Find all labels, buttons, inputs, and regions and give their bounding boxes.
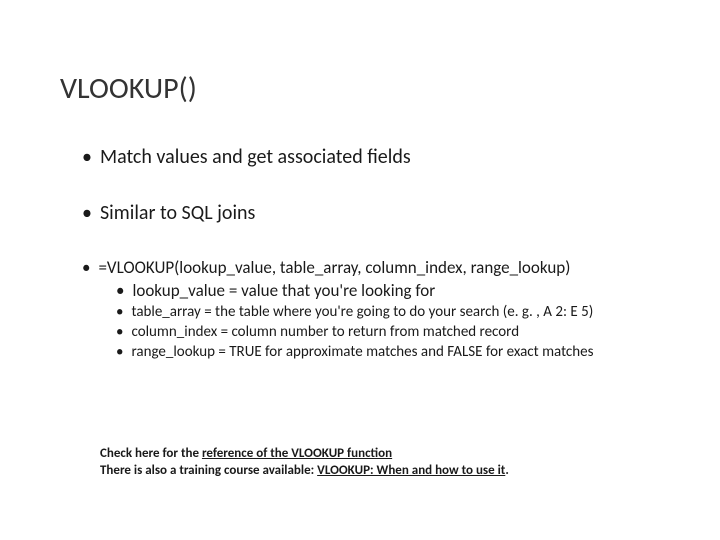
subbullet-column-index: • column_index = column number to return… (116, 323, 660, 341)
bullet-dot: • (116, 280, 124, 301)
bullet-dot: • (116, 323, 123, 341)
footer-link-training[interactable]: VLOOKUP: When and how to use it (317, 463, 505, 478)
subbullet-text: range_lookup = TRUE for approximate matc… (131, 343, 660, 361)
subbullet-lookup-value: • lookup_value = value that you're looki… (116, 280, 660, 301)
bullet-dot: • (116, 303, 123, 321)
subbullet-text: table_array = the table where you're goi… (131, 303, 660, 321)
bullet-sql-joins: • Similar to SQL joins (82, 201, 660, 225)
bullet-text: Match values and get associated fields (100, 145, 411, 169)
footer-line-2: There is also a training course availabl… (100, 462, 509, 480)
bullet-match-values: • Match values and get associated fields (82, 145, 660, 169)
footer-notes: Check here for the reference of the VLOO… (100, 445, 509, 480)
footer-text: There is also a training course availabl… (100, 463, 317, 478)
bullet-dot: • (116, 343, 123, 361)
footer-period: . (505, 463, 508, 478)
bullet-dot: • (82, 201, 92, 225)
bullet-text: =VLOOKUP(lookup_value, table_array, colu… (98, 257, 570, 278)
footer-link-reference[interactable]: reference of the VLOOKUP function (202, 446, 392, 461)
bullet-syntax: • =VLOOKUP(lookup_value, table_array, co… (82, 257, 660, 278)
bullet-dot: • (82, 145, 92, 169)
slide-container: VLOOKUP() • Match values and get associa… (0, 0, 720, 403)
footer-text: Check here for the (100, 446, 202, 461)
subbullet-range-lookup: • range_lookup = TRUE for approximate ma… (116, 343, 660, 361)
slide-title: VLOOKUP() (60, 70, 660, 107)
bullet-text: Similar to SQL joins (100, 201, 255, 225)
subbullet-text: column_index = column number to return f… (131, 323, 660, 341)
footer-line-1: Check here for the reference of the VLOO… (100, 445, 509, 463)
subbullet-text: lookup_value = value that you're looking… (132, 280, 660, 301)
bullet-dot: • (82, 257, 90, 278)
subbullet-table-array: • table_array = the table where you're g… (116, 303, 660, 321)
